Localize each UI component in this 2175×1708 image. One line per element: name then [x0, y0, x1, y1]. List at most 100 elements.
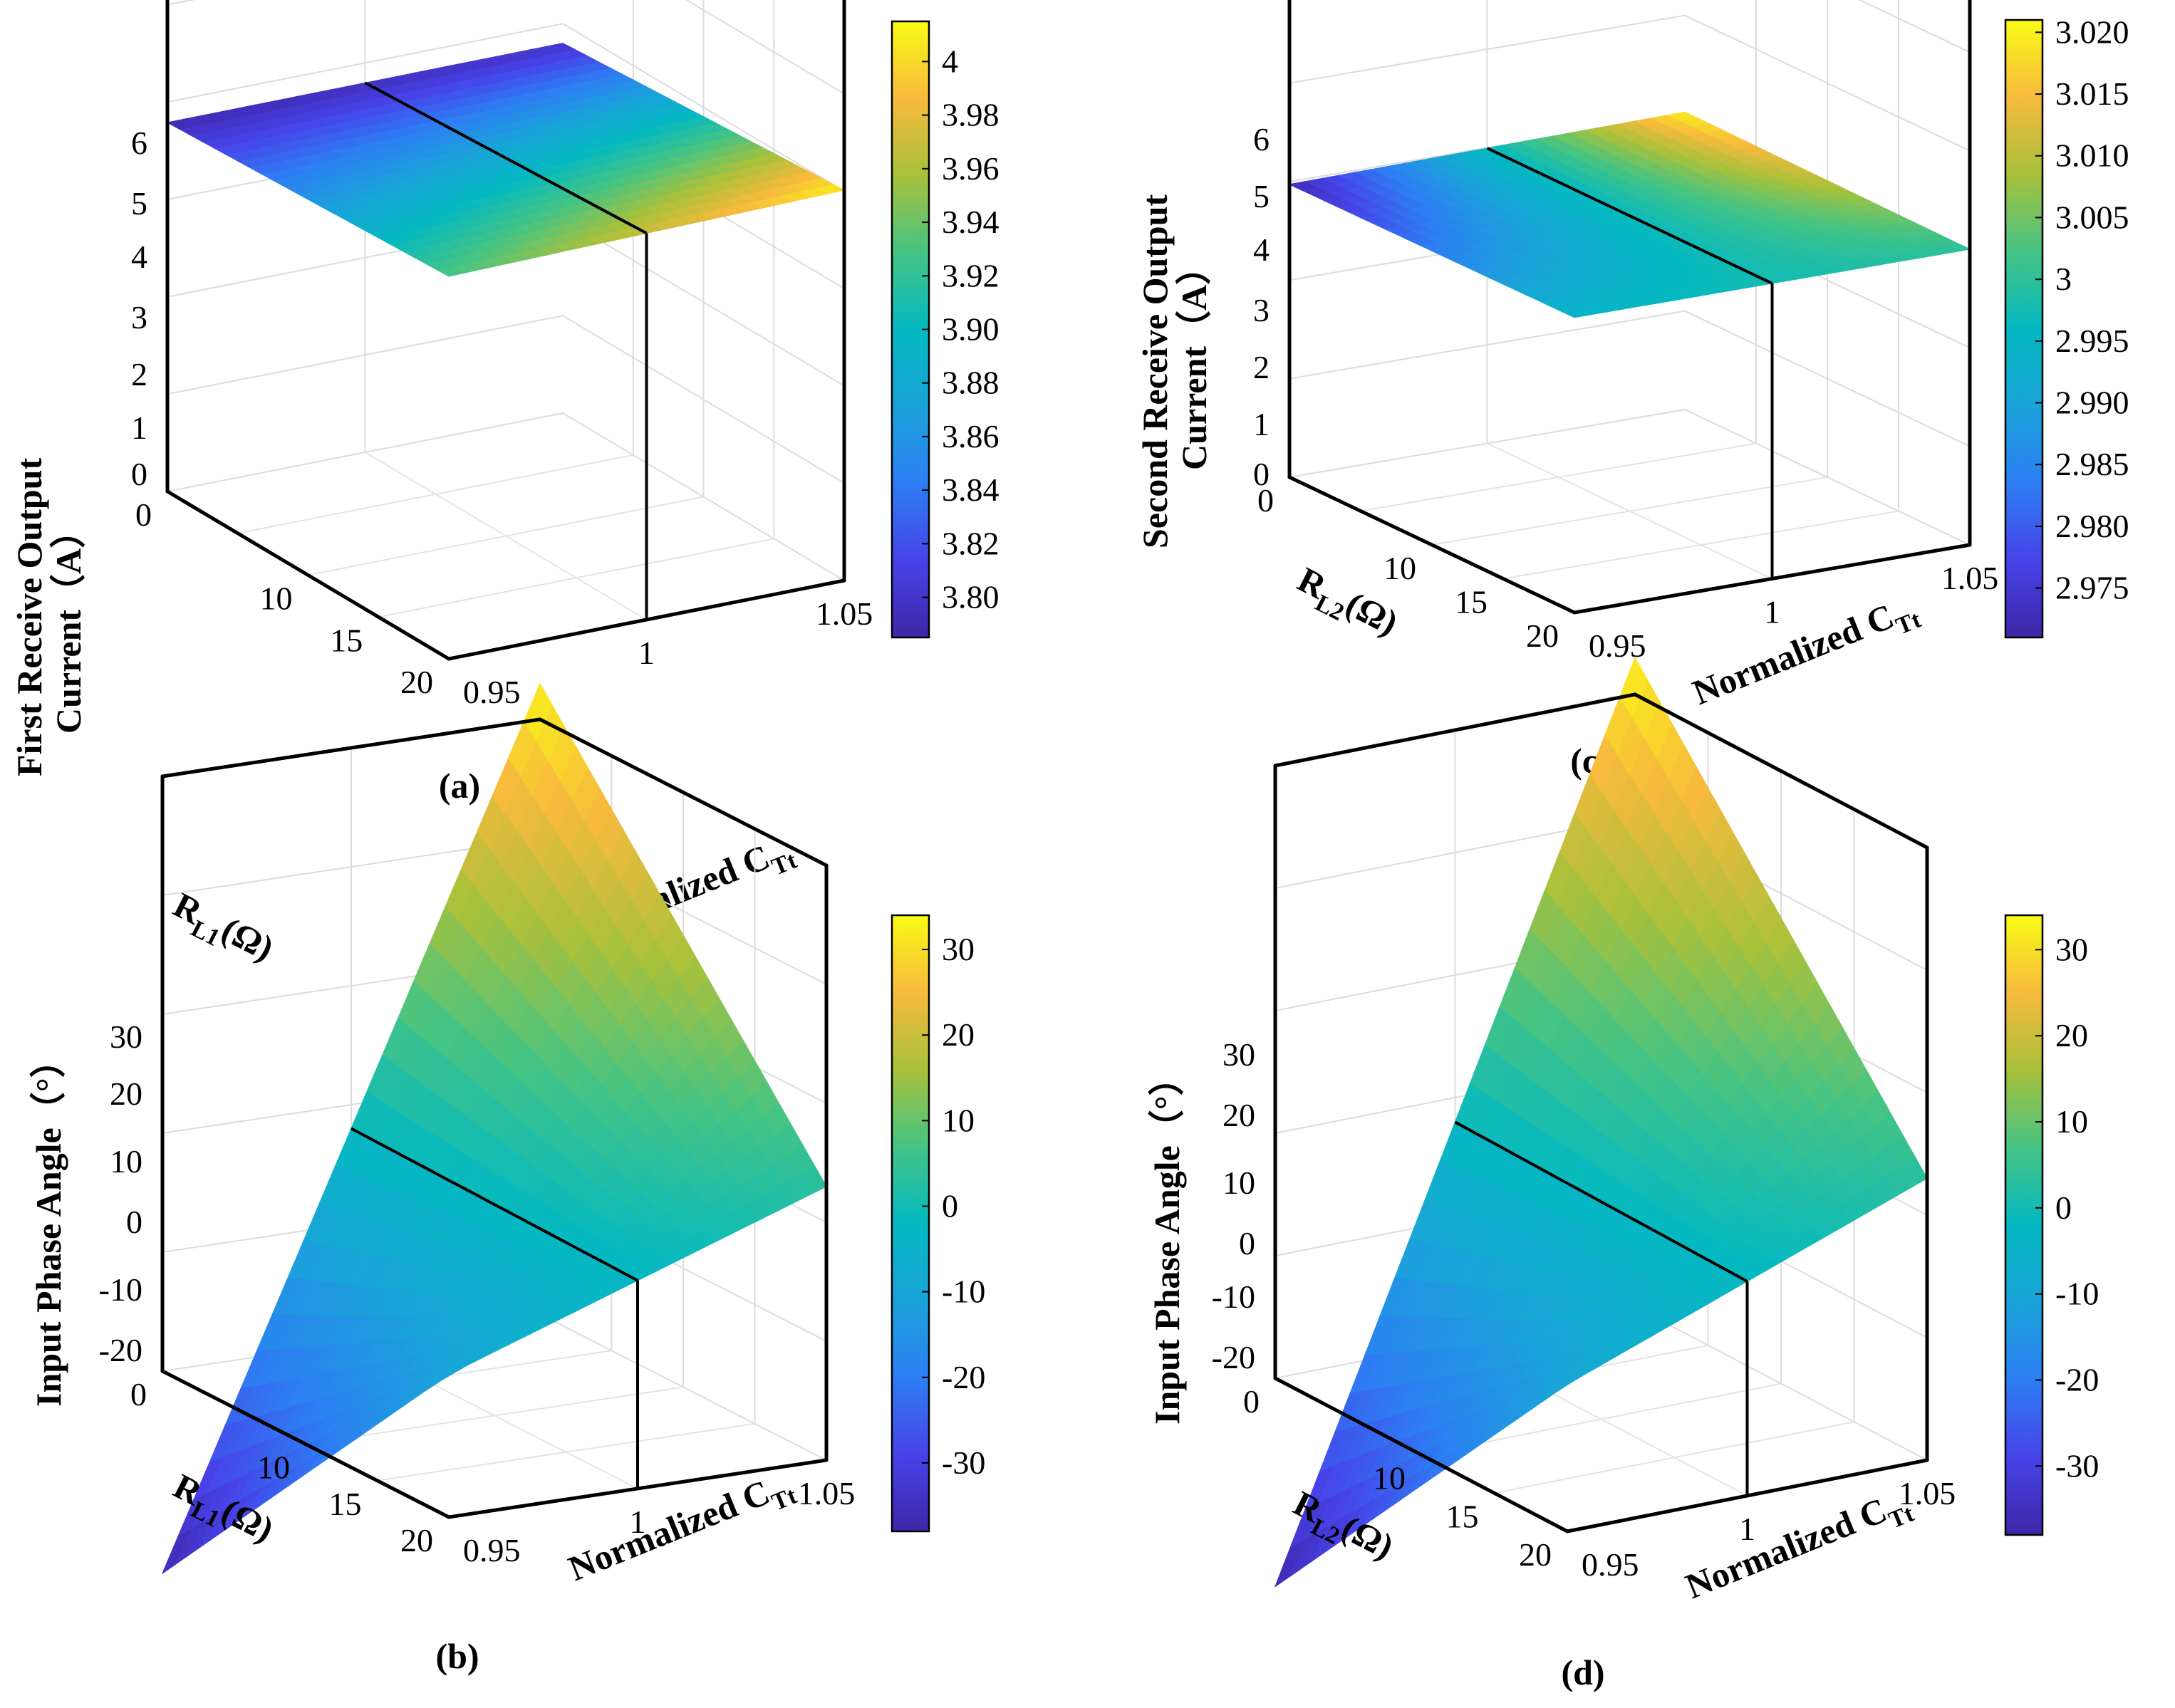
- panel-d-y-ticks: 0 10 15 20: [1243, 1383, 1552, 1573]
- colorbar-tick-label: 4: [942, 43, 958, 79]
- colorbar-tick-label: 30: [942, 931, 975, 967]
- panel-a-x-ticks: 0.95 1 1.05: [463, 595, 873, 710]
- z-tick-label: 0: [131, 456, 147, 492]
- panel-a-y-ticks: 0 10 15 20: [135, 496, 433, 700]
- colorbar-tick-label: 3.020: [2055, 14, 2129, 50]
- gridline: [1289, 14, 1971, 152]
- surface-patch: [524, 682, 553, 741]
- colorbar-tick-label: 2.980: [2055, 508, 2129, 544]
- panel-b-y-ticks: 0 10 15 20: [130, 1376, 433, 1558]
- x-tick-label: 0.95: [1582, 1546, 1639, 1583]
- z-tick-label: -20: [99, 1332, 142, 1368]
- panel-b: -20 -10 0 10 20 30 0 10 15 20 0.95 1 1.05 Input Ph…: [28, 682, 985, 1676]
- panel-c-y-ticks: 0 10 15 20: [1257, 482, 1559, 654]
- y-tick-label: 0: [1257, 482, 1274, 519]
- panel-b-guide-line: [351, 1127, 639, 1489]
- panel-a-guide-line: [364, 81, 648, 620]
- x-tick-label: 1: [1739, 1511, 1755, 1547]
- z-tick-label: -10: [1212, 1279, 1255, 1315]
- y-tick-label: 0: [130, 1376, 147, 1412]
- panel-c-x-label: Normalized CTt: [1687, 586, 1925, 719]
- axis-edge: [160, 1369, 451, 1519]
- z-tick-label: 0: [1239, 1225, 1255, 1261]
- gridline: [167, 0, 845, 95]
- panel-a-axis-box: [165, 0, 846, 661]
- x-tick-label: 1.05: [798, 1475, 856, 1511]
- z-tick-label: -10: [99, 1271, 142, 1308]
- panel-a-colorbar: 3.80 3.82 3.84 3.86 3.88 3.90 3.92 3.94 3.96 3.98…: [891, 20, 1000, 639]
- colorbar-tick-label: 10: [942, 1102, 975, 1138]
- panel-d-guide-line: [1454, 1120, 1749, 1496]
- panel-d-colorbar: -30 -20 -10 0 10 20 30: [2004, 914, 2099, 1536]
- colorbar-tick-label: 3.82: [942, 525, 1000, 561]
- gridline: [167, 315, 845, 484]
- panel-a-y-label: RL1(Ω): [164, 885, 280, 975]
- x-tick-label: 0.95: [463, 674, 521, 710]
- z-tick-label: 1: [131, 410, 147, 446]
- panel-a-label: (a): [439, 766, 480, 806]
- colorbar-tick-label: 3.010: [2055, 137, 2129, 174]
- y-tick-label: 15: [1455, 584, 1488, 620]
- z-tick-label: 20: [110, 1076, 142, 1112]
- guide-line-surface: [351, 1127, 638, 1282]
- colorbar-tick-label: 2.985: [2055, 446, 2129, 482]
- z-tick-label: 30: [110, 1019, 142, 1055]
- z-tick-label: 4: [1253, 231, 1270, 268]
- panel-c-x-ticks: 0.95 1 1.05: [1589, 560, 1998, 664]
- y-tick-label: 0: [135, 496, 152, 533]
- guide-line-surface: [364, 81, 648, 235]
- panel-d-label: (d): [1561, 1652, 1604, 1692]
- y-tick-label: 20: [400, 664, 433, 700]
- colorbar-tick-label: -20: [2055, 1362, 2099, 1398]
- axis-edge: [160, 717, 542, 779]
- axis-edge: [538, 717, 829, 868]
- z-tick-label: 2: [1253, 349, 1270, 385]
- colorbar-tick-label: 20: [942, 1016, 975, 1053]
- z-tick-label: -20: [1212, 1339, 1255, 1375]
- colorbar-gradient: [2004, 19, 2044, 639]
- z-tick-label: 30: [1223, 1036, 1255, 1073]
- panel-b-surface: [161, 682, 827, 1575]
- panel-a-z-label-2: Current（A）: [48, 513, 88, 734]
- axis-edge: [1287, 475, 1577, 615]
- colorbar-tick-label: 3: [2055, 261, 2072, 297]
- y-tick-label: 0: [1243, 1383, 1260, 1420]
- gridline: [1289, 408, 1971, 546]
- colorbar-tick-label: 3.015: [2055, 75, 2129, 112]
- colorbar-tick-label: 0: [2055, 1189, 2072, 1226]
- gridline: [167, 412, 845, 581]
- z-tick-label: 6: [1253, 121, 1270, 157]
- y-tick-label: 20: [1519, 1536, 1552, 1573]
- panel-b-z-label-1: Input Phase Angle（°）: [28, 1042, 68, 1407]
- z-tick-label: 2: [131, 356, 147, 392]
- panel-c-colorbar: 2.975 2.980 2.985 2.990 2.995 3 3.005 3.010 3.01…: [2004, 14, 2129, 639]
- axis-edge: [1633, 692, 1929, 850]
- panel-d-z-label-1: Input Phase Angle（°）: [1147, 1060, 1187, 1425]
- colorbar-tick-label: 0: [942, 1187, 958, 1224]
- gridline: [167, 23, 845, 192]
- panel-d-surface: [1274, 656, 1928, 1588]
- gridline: [1487, 442, 1772, 580]
- x-tick-label: 0.95: [463, 1532, 521, 1568]
- colorbar-tick-label: 3.94: [942, 204, 1000, 240]
- z-tick-label: 5: [1253, 178, 1270, 214]
- panel-c-guide-line: [1486, 147, 1774, 579]
- panel-c: 0 1 2 3 4 5 6 0 10 15 20 0.95 1 1.05 Second Receive…: [1135, 0, 2129, 781]
- colorbar-tick-label: -10: [942, 1274, 985, 1310]
- panel-a-z-label-1: First Receive Output: [9, 458, 49, 776]
- colorbar-tick-label: 3.005: [2055, 199, 2129, 235]
- colorbar-tick-label: 30: [2055, 931, 2088, 967]
- guide-line-surface: [1486, 147, 1773, 285]
- z-tick-label: 0: [126, 1204, 142, 1240]
- panel-b-colorbar: -30 -20 -10 0 10 20 30: [891, 914, 985, 1533]
- colorbar-tick-label: 2.995: [2055, 323, 2129, 359]
- y-tick-label: 10: [260, 580, 293, 617]
- colorbar-tick-label: 20: [2055, 1017, 2088, 1053]
- axis-edge: [1273, 1376, 1569, 1533]
- colorbar-tick-label: -30: [942, 1444, 985, 1481]
- y-tick-label: 15: [1446, 1498, 1479, 1534]
- panel-c-z-label-1: Second Receive Output: [1135, 194, 1175, 548]
- z-tick-label: 1: [1253, 406, 1270, 442]
- guide-line-surface: [1454, 1120, 1748, 1283]
